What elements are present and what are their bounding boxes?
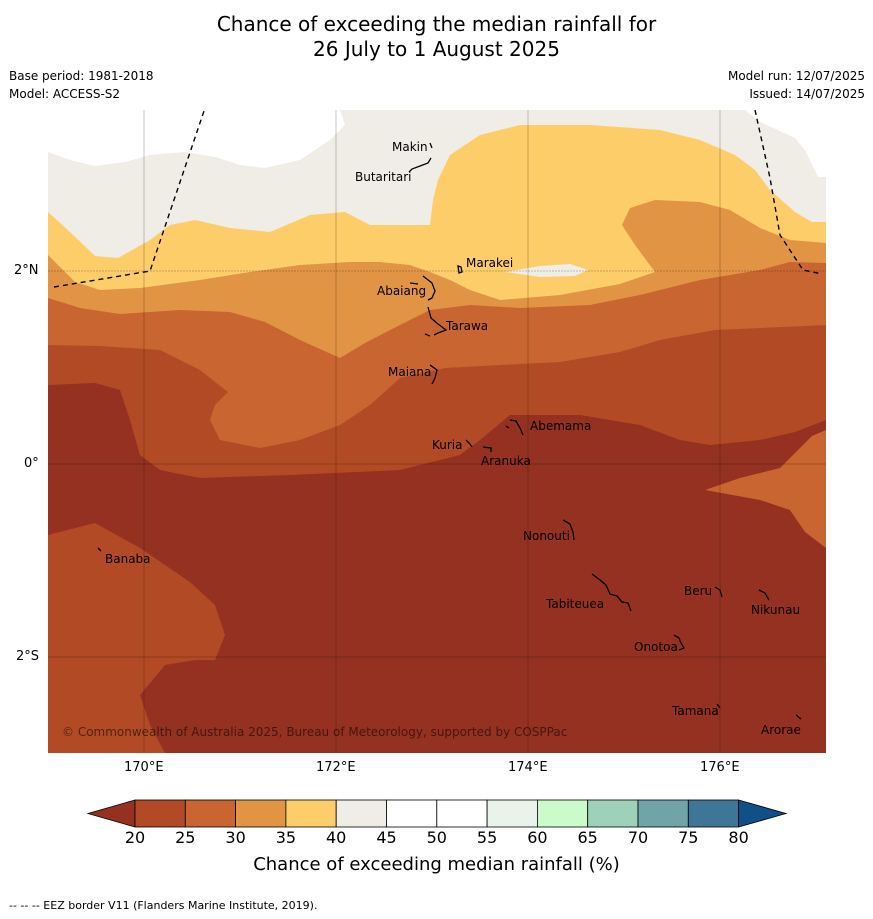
zone-25-30-south: [48, 523, 225, 753]
map-title: Chance of exceeding the median rainfall …: [0, 12, 873, 62]
meta-left: Base period: 1981-2018 Model: ACCESS-S2: [9, 67, 154, 103]
island-butaritari: [408, 157, 432, 173]
island-tabiteuea: [591, 573, 632, 612]
y-tick-2s: 2°S: [16, 649, 40, 664]
island-abaiang: [422, 275, 436, 301]
colorbar-tick-40: 40: [326, 828, 347, 847]
colorbar-tick-55: 55: [476, 828, 498, 847]
y-tick-2n: 2°N: [14, 263, 39, 278]
colorbar-bin-60-65: [537, 799, 589, 828]
label-nonouti: Nonouti: [523, 529, 570, 543]
label-arorae: Arorae: [761, 723, 801, 737]
colorbar-tick-65: 65: [577, 828, 598, 847]
island-onotoa: [673, 634, 685, 651]
colorbar-tick-labels: 20 25 30 35 40 45 50 55 60 65 70 75 80: [0, 828, 873, 850]
island-maiana: [429, 364, 438, 385]
colorbar-bin-35-40: [285, 799, 337, 828]
island-kuria: [465, 439, 473, 448]
zone-45-50-patch: [505, 264, 588, 277]
colorbar-tick-25: 25: [175, 828, 196, 847]
label-butaritari: Butaritari: [355, 170, 412, 184]
label-nikunau: Nikunau: [751, 603, 800, 617]
colorbar-bin-40-45: [335, 799, 387, 828]
label-abaiang: Abaiang: [377, 284, 426, 298]
colorbar-tick-75: 75: [678, 828, 699, 847]
colorbar-title: Chance of exceeding median rainfall (%): [253, 854, 620, 875]
island-abaiang-w: [409, 282, 419, 285]
meta-right: Model run: 12/07/2025 Issued: 14/07/2025: [728, 67, 865, 103]
label-abemama: Abemama: [530, 419, 591, 433]
colorbar-tick-20: 20: [124, 828, 146, 847]
x-tick-176: 176°E: [700, 760, 740, 775]
island-abemama-w: [505, 425, 510, 429]
label-beru: Beru: [684, 584, 712, 598]
no-data-top-left: [48, 110, 345, 168]
label-tabiteuea: Tabiteuea: [545, 597, 604, 611]
issued-date: Issued: 14/07/2025: [749, 87, 865, 101]
base-period: Base period: 1981-2018: [9, 69, 154, 83]
colorbar-tick-80: 80: [728, 828, 749, 847]
model-name: Model: ACCESS-S2: [9, 87, 121, 101]
label-marakei: Marakei: [466, 256, 513, 270]
x-tick-172: 172°E: [316, 760, 356, 775]
island-nikunau: [758, 589, 770, 601]
label-makin: Makin: [392, 140, 428, 154]
island-tamana: [716, 703, 721, 709]
island-aranuka: [482, 446, 492, 452]
colorbar-bin-25-30: [184, 799, 237, 828]
copyright-text: © Commonwealth of Australia 2025, Bureau…: [62, 725, 567, 739]
label-tamana: Tamana: [671, 704, 719, 718]
islands: [97, 142, 802, 720]
island-nonouti: [562, 519, 575, 541]
colorbar-tick-45: 45: [376, 828, 397, 847]
title-line-2: 26 July to 1 August 2025: [313, 37, 560, 61]
island-abemama: [509, 419, 524, 436]
y-tick-0: 0°: [24, 456, 39, 471]
x-tick-170: 170°E: [124, 760, 164, 775]
label-kuria: Kuria: [432, 438, 463, 452]
label-tarawa: Tarawa: [445, 319, 488, 333]
colorbar-tick-50: 50: [426, 828, 447, 847]
colorbar-bin-75-80: [687, 799, 739, 828]
no-data-top-mid: [200, 110, 340, 122]
colorbar-tick-60: 60: [527, 828, 548, 847]
colorbar-extend-low: [86, 799, 136, 828]
island-beru: [714, 586, 723, 598]
label-onotoa: Onotoa: [634, 640, 678, 654]
colorbar-bin-50-55: [436, 799, 488, 828]
colorbar-bin-65-70: [587, 799, 639, 828]
colorbar-bin-20-25: [134, 799, 186, 828]
footer-note: -- -- -- EEZ border V11 (Flanders Marine…: [9, 899, 318, 912]
island-tarawa-w: [424, 333, 431, 337]
model-run: Model run: 12/07/2025: [727, 69, 865, 83]
colorbar-tick-35: 35: [275, 828, 297, 847]
eez-border: [53, 110, 823, 288]
no-data-top-right: [745, 110, 826, 176]
colorbar-bin-55-60: [486, 799, 538, 828]
x-tick-174: 174°E: [508, 760, 548, 775]
title-line-1: Chance of exceeding the median rainfall …: [216, 12, 657, 36]
label-aranuka: Aranuka: [481, 454, 531, 468]
island-marakei: [457, 265, 463, 274]
island-arorae: [795, 714, 802, 720]
colorbar-bin-30-35: [235, 799, 287, 828]
island-makin: [429, 142, 433, 149]
colorbar-bin-45-50: [386, 799, 438, 828]
label-maiana: Maiana: [388, 365, 431, 379]
island-tarawa: [427, 306, 448, 336]
zone-30-35-east: [705, 430, 826, 548]
gridlines: [48, 110, 826, 753]
island-banaba: [97, 547, 102, 552]
colorbar: [86, 799, 788, 828]
colorbar-bin-70-75: [637, 799, 689, 828]
map-area: Makin Butaritari Marakei Abaiang Tarawa …: [48, 110, 826, 753]
colorbar-tick-30: 30: [225, 828, 246, 847]
label-banaba: Banaba: [105, 552, 151, 566]
colorbar-tick-70: 70: [627, 828, 649, 847]
colorbar-extend-high: [738, 799, 788, 828]
place-labels: Makin Butaritari Marakei Abaiang Tarawa …: [105, 140, 801, 737]
